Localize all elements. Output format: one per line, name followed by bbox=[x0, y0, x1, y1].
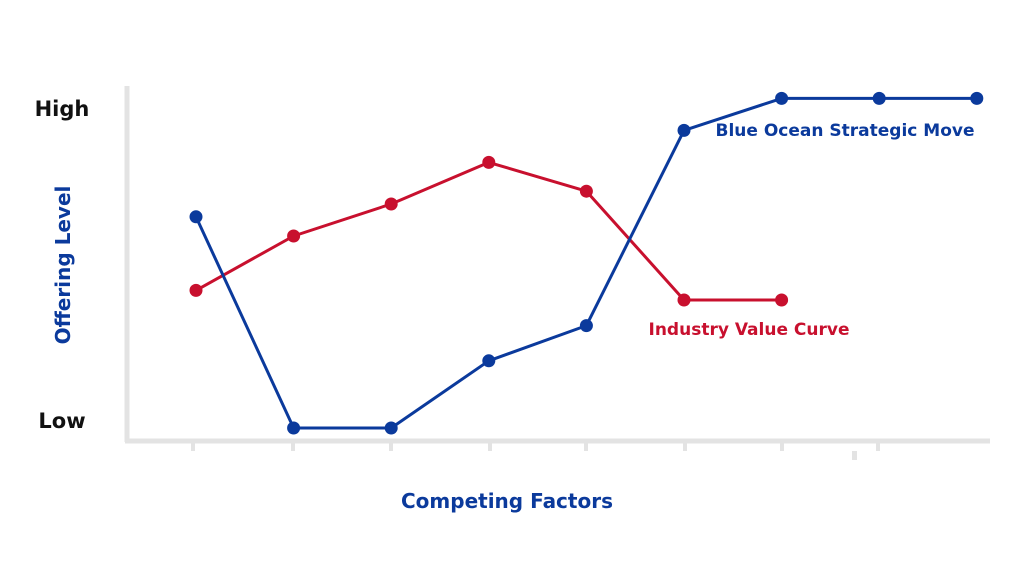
x-tick-mark bbox=[876, 443, 880, 451]
x-tick-mark bbox=[291, 443, 295, 451]
data-point-blue-ocean bbox=[287, 421, 301, 435]
x-tick-mark-stray bbox=[852, 451, 857, 460]
data-point-industry bbox=[677, 293, 691, 307]
data-point-blue-ocean bbox=[775, 91, 789, 105]
data-point-blue-ocean bbox=[970, 91, 984, 105]
x-tick-mark bbox=[389, 443, 393, 451]
data-point-industry bbox=[482, 155, 496, 169]
legend-label-industry: Industry Value Curve bbox=[649, 320, 850, 340]
series-line-industry bbox=[195, 160, 782, 302]
data-point-blue-ocean bbox=[579, 319, 593, 333]
data-point-blue-ocean bbox=[677, 123, 691, 137]
data-point-blue-ocean bbox=[189, 210, 203, 224]
data-point-blue-ocean bbox=[482, 354, 496, 368]
series-layer bbox=[189, 91, 984, 435]
data-point-industry bbox=[775, 293, 789, 307]
y-axis-label: Offering Level bbox=[51, 186, 75, 345]
legend-label-blue-ocean: Blue Ocean Strategic Move bbox=[716, 121, 975, 141]
x-tick-mark bbox=[780, 443, 784, 451]
data-point-industry bbox=[189, 283, 203, 297]
y-tick-low: Low bbox=[38, 409, 85, 433]
data-point-industry bbox=[287, 229, 301, 243]
x-tick-mark bbox=[488, 443, 492, 451]
data-point-industry bbox=[579, 184, 593, 198]
data-point-blue-ocean bbox=[384, 421, 398, 435]
data-point-blue-ocean bbox=[872, 91, 886, 105]
data-point-industry bbox=[384, 197, 398, 211]
x-axis-label: Competing Factors bbox=[401, 489, 613, 513]
x-tick-mark bbox=[584, 443, 588, 451]
y-tick-high: High bbox=[35, 97, 90, 121]
series-line-blue-ocean bbox=[194, 96, 977, 430]
axes bbox=[124, 86, 990, 460]
x-tick-mark bbox=[683, 443, 687, 451]
x-tick-mark bbox=[191, 443, 195, 451]
x-tick-marks bbox=[191, 443, 880, 460]
